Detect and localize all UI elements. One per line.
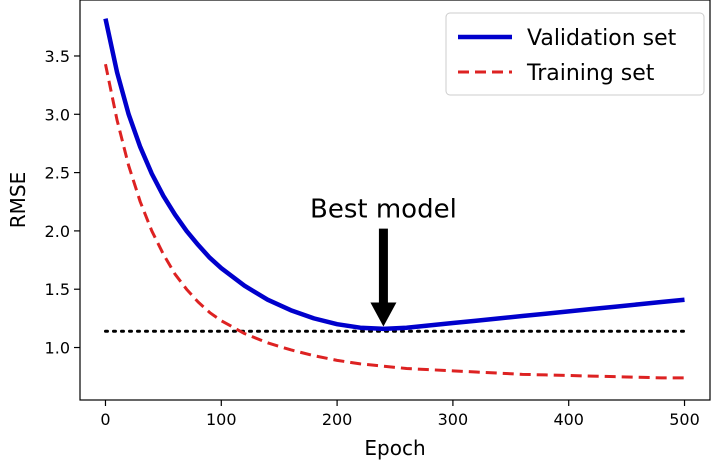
x-axis-ticks: 0 100 200 300 400 500: [100, 400, 700, 429]
x-tick-label: 300: [438, 410, 469, 429]
x-axis-label: Epoch: [364, 436, 425, 460]
y-axis-ticks: 1.0 1.5 2.0 2.5 3.0 3.5: [45, 47, 80, 358]
x-tick-label: 400: [553, 410, 584, 429]
legend-box: [445, 12, 705, 96]
series-training-line: [104, 63, 685, 380]
y-tick-label: 2.0: [45, 222, 70, 241]
y-tick-label: 3.5: [45, 47, 70, 66]
plot-frame: [79, 0, 711, 401]
legend-label-training: Training set: [526, 61, 655, 86]
y-tick-label: 1.0: [45, 339, 70, 358]
y-axis-label: RMSE: [6, 172, 30, 228]
legend: Validation set Training set: [445, 12, 705, 96]
annotation-layer: Best model: [310, 195, 457, 327]
y-tick-label: 2.5: [45, 164, 70, 183]
annotation-best-model: Best model: [310, 195, 457, 225]
x-tick-label: 500: [669, 410, 700, 429]
x-tick-label: 0: [100, 410, 110, 429]
series-layer: [103, 18, 687, 380]
annotation-arrow-head: [370, 302, 397, 327]
y-tick-label: 3.0: [45, 105, 70, 124]
y-tick-label: 1.5: [45, 280, 70, 299]
legend-label-validation: Validation set: [527, 26, 677, 51]
series-validation-line: [103, 18, 685, 332]
x-tick-label: 200: [322, 410, 353, 429]
x-tick-label: 100: [206, 410, 237, 429]
